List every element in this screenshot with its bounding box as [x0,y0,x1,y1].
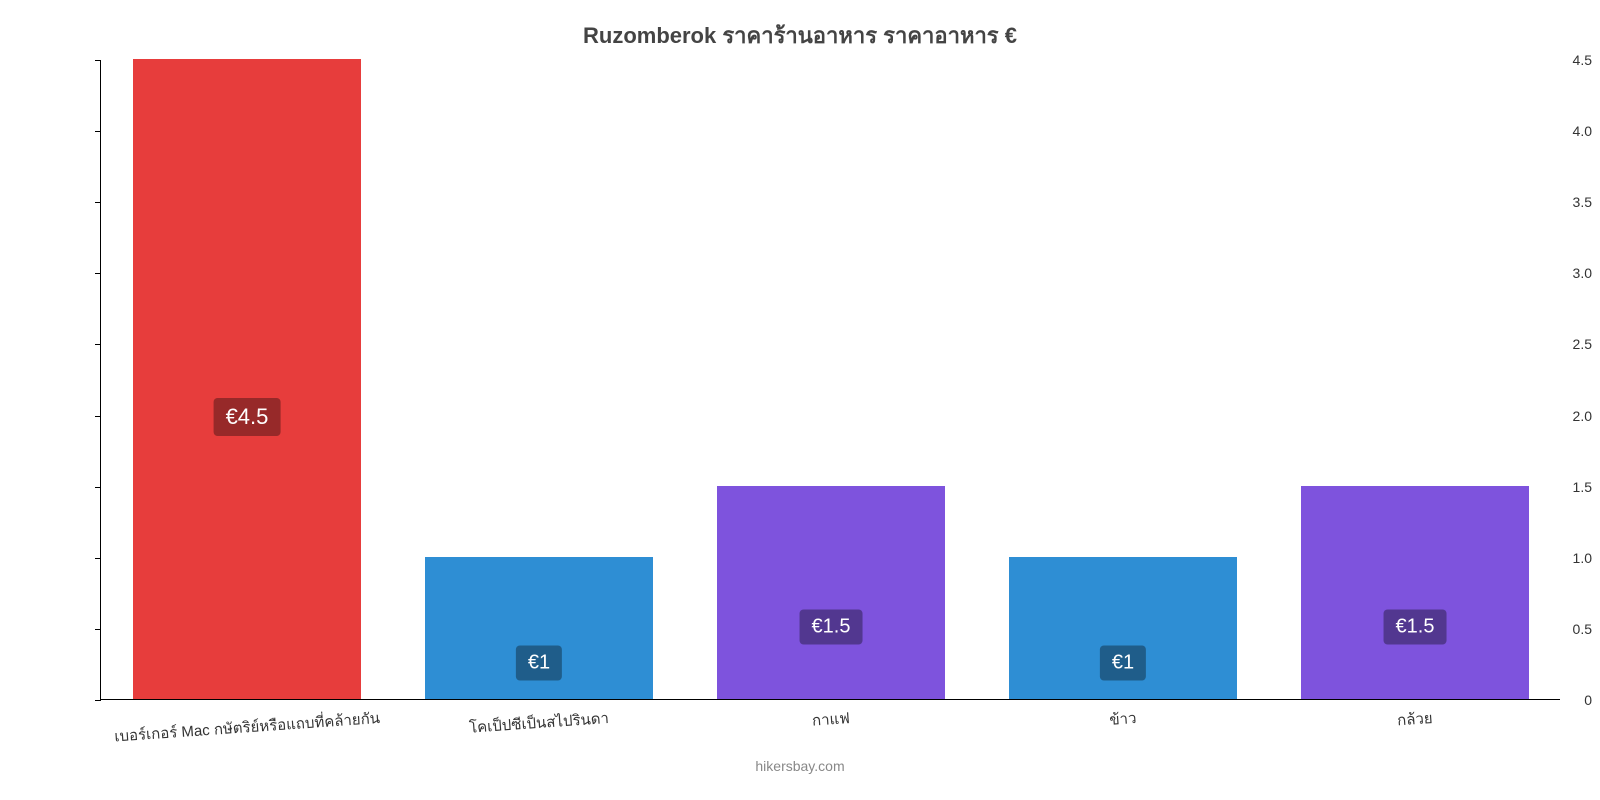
y-tick-mark [95,487,101,488]
x-tick-label: โคเป็ปซีเป็นสไปรินดา [468,706,609,740]
bar: €1.5 [717,486,945,699]
plot-area: €4.5 €1 €1.5 €1 €1.5 [100,60,1560,700]
y-tick-mark [95,416,101,417]
chart-container: Ruzomberok ราคาร้านอาหาร ราคาอาหาร € €4.… [0,0,1600,800]
y-tick-label: 0 [1500,692,1592,708]
y-tick-mark [95,344,101,345]
y-tick-label: 1.5 [1500,479,1592,495]
y-tick-label: 4.5 [1500,52,1592,68]
y-tick-label: 4.0 [1500,123,1592,139]
bar-value-label: €1 [516,645,562,680]
y-tick-mark [95,60,101,61]
y-tick-label: 3.0 [1500,265,1592,281]
y-tick-mark [95,202,101,203]
x-tick-label: กาแฟ [811,706,850,733]
bar-value-label: €1 [1100,645,1146,680]
bar-value-label: €1.5 [800,610,863,645]
bar: €1 [425,557,653,699]
y-tick-label: 1.0 [1500,550,1592,566]
y-tick-mark [95,700,101,701]
y-tick-mark [95,273,101,274]
y-tick-label: 0.5 [1500,621,1592,637]
bar: €1.5 [1301,486,1529,699]
y-tick-label: 2.0 [1500,408,1592,424]
y-tick-label: 3.5 [1500,194,1592,210]
chart-title: Ruzomberok ราคาร้านอาหาร ราคาอาหาร € [0,18,1600,53]
bar-value-label: €4.5 [214,398,281,436]
y-tick-mark [95,629,101,630]
y-tick-mark [95,558,101,559]
y-tick-label: 2.5 [1500,336,1592,352]
x-tick-label: เบอร์เกอร์ Mac กษัตริย์หรือแถบที่คล้ายกั… [114,706,381,749]
bar: €4.5 [133,59,361,699]
x-tick-label: กล้วย [1396,706,1433,732]
y-tick-mark [95,131,101,132]
bar-value-label: €1.5 [1384,610,1447,645]
bar: €1 [1009,557,1237,699]
x-tick-label: ข้าว [1109,706,1138,732]
attribution-text: hikersbay.com [0,758,1600,774]
